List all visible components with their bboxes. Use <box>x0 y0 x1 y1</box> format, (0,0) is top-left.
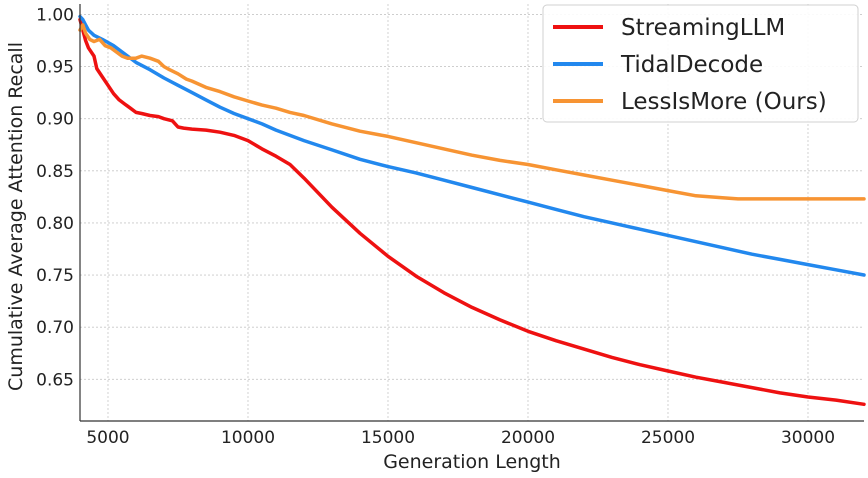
legend-label: TidalDecode <box>620 52 763 78</box>
y-tick-label: 0.80 <box>36 214 74 234</box>
series-line-1 <box>78 14 866 277</box>
legend-label: LessIsMore (Ours) <box>621 89 827 115</box>
x-tick-label: 10000 <box>221 428 275 448</box>
axes <box>79 4 864 422</box>
y-tick-label: 1.00 <box>36 5 74 25</box>
y-tick-label: 0.90 <box>36 110 74 130</box>
series-lines <box>78 14 866 407</box>
x-axis-title: Generation Length <box>383 451 561 473</box>
y-tick-label: 0.85 <box>36 162 74 182</box>
x-tick-label: 15000 <box>361 428 415 448</box>
x-tick-label: 30000 <box>781 428 835 448</box>
x-tick-label: 25000 <box>641 428 695 448</box>
legend: StreamingLLM TidalDecode LessIsMore (Ours) <box>542 4 859 123</box>
legend-label: StreamingLLM <box>621 15 785 41</box>
x-tick-label: 5000 <box>86 428 129 448</box>
series-line-0 <box>78 17 866 407</box>
legend-box <box>542 4 859 123</box>
series-line-2 <box>78 23 866 201</box>
y-tick-label: 0.65 <box>36 370 74 390</box>
y-tick-label: 0.95 <box>36 58 74 78</box>
x-tick-label: 20000 <box>501 428 555 448</box>
y-axis-title: Cumulative Average Attention Recall <box>5 42 27 391</box>
tick-labels: 5000 10000 15000 20000 25000 30000 0.65 0.70 0.7… <box>36 5 835 448</box>
y-tick-label: 0.70 <box>36 318 74 338</box>
y-tick-label: 0.75 <box>36 266 74 286</box>
